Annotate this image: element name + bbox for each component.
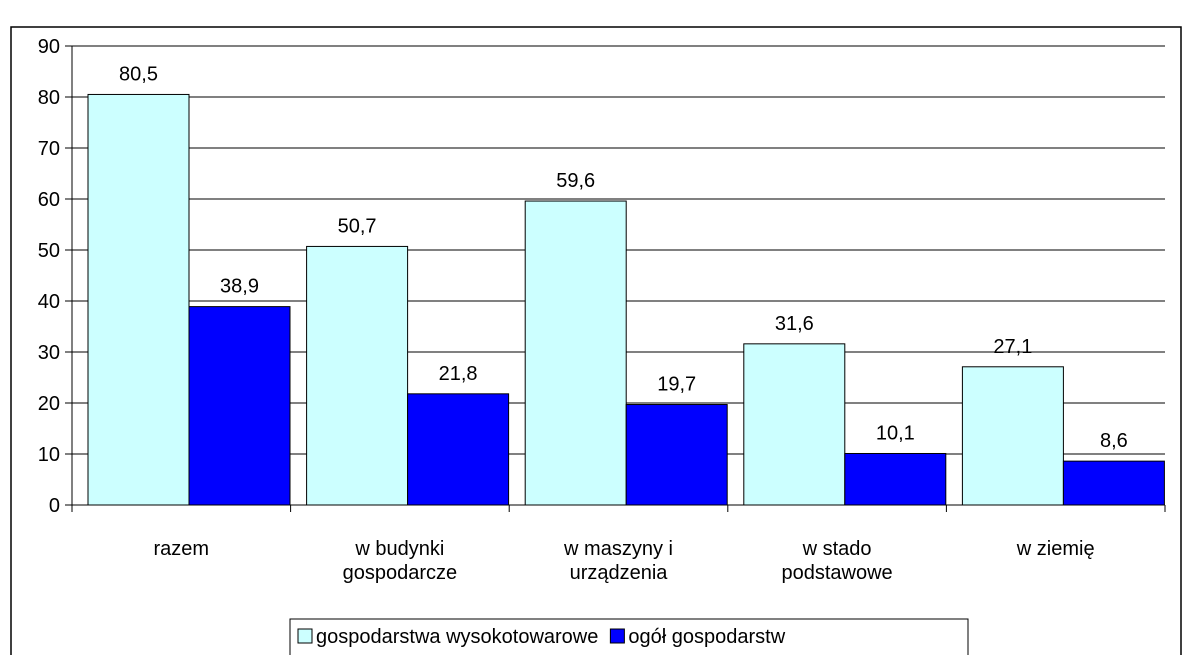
x-tick-label: w ziemię xyxy=(1016,538,1095,560)
value-label: 31,6 xyxy=(775,313,814,335)
y-tick-label: 60 xyxy=(38,189,60,211)
y-tick-label: 70 xyxy=(38,138,60,160)
legend-swatch xyxy=(609,628,625,644)
x-tick-label: w maszyny i urządzenia xyxy=(563,538,673,584)
bar xyxy=(961,366,1064,506)
bar xyxy=(407,393,510,506)
bar xyxy=(524,200,627,506)
value-label: 27,1 xyxy=(993,336,1032,358)
y-tick-label: 0 xyxy=(49,495,60,517)
x-tick-label: w stado podstawowe xyxy=(782,538,893,584)
bar xyxy=(743,343,846,506)
bar xyxy=(306,245,409,506)
value-label: 19,7 xyxy=(657,374,696,396)
legend-box xyxy=(289,618,969,655)
value-label: 59,6 xyxy=(556,170,595,192)
bar xyxy=(1062,460,1165,506)
value-label: 80,5 xyxy=(119,63,158,85)
bar xyxy=(188,306,291,506)
bar xyxy=(87,93,190,506)
y-tick-label: 90 xyxy=(38,36,60,58)
bar xyxy=(844,452,947,506)
value-label: 10,1 xyxy=(876,422,915,444)
x-tick-label: w budynki gospodarcze xyxy=(343,538,458,584)
y-tick-label: 30 xyxy=(38,342,60,364)
legend-swatch xyxy=(297,628,313,644)
value-label: 38,9 xyxy=(220,276,259,298)
y-tick-label: 40 xyxy=(38,291,60,313)
y-tick-label: 20 xyxy=(38,393,60,415)
y-tick-label: 50 xyxy=(38,240,60,262)
legend-label: gospodarstwa wysokotowarowe xyxy=(316,626,598,648)
bar xyxy=(625,404,728,506)
legend-label: ogół gospodarstw xyxy=(628,626,785,648)
x-tick-label: razem xyxy=(154,538,210,560)
y-tick-label: 80 xyxy=(38,87,60,109)
value-label: 21,8 xyxy=(439,363,478,385)
value-label: 50,7 xyxy=(338,215,377,237)
value-label: 8,6 xyxy=(1100,430,1128,452)
y-tick-label: 10 xyxy=(38,444,60,466)
